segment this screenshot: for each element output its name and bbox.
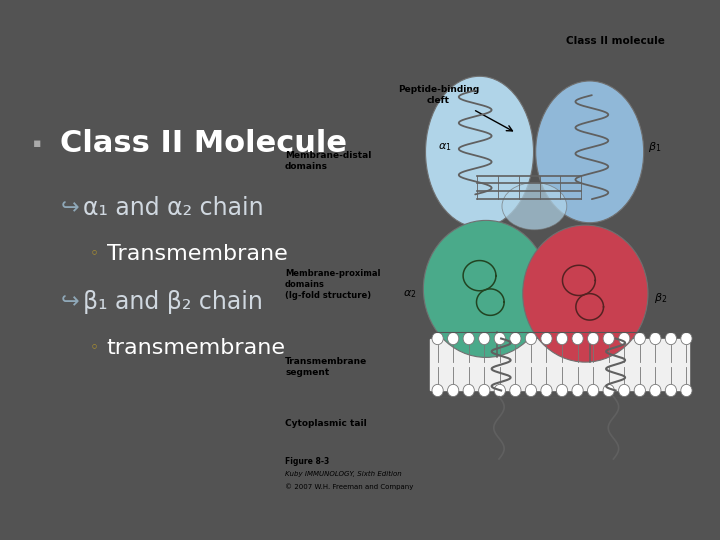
Ellipse shape bbox=[536, 81, 644, 222]
Circle shape bbox=[423, 220, 549, 357]
Circle shape bbox=[510, 384, 521, 396]
Circle shape bbox=[572, 332, 583, 345]
Text: β₁ and β₂ chain: β₁ and β₂ chain bbox=[83, 291, 263, 314]
Text: Transmembrane: Transmembrane bbox=[107, 244, 287, 264]
Circle shape bbox=[432, 384, 444, 396]
Text: α₁ and α₂ chain: α₁ and α₂ chain bbox=[83, 196, 264, 220]
Text: $\beta_1$: $\beta_1$ bbox=[648, 140, 662, 154]
Circle shape bbox=[603, 332, 614, 345]
Text: Peptide-binding
cleft: Peptide-binding cleft bbox=[398, 85, 479, 105]
Circle shape bbox=[448, 332, 459, 345]
Circle shape bbox=[479, 384, 490, 396]
Text: Class II Molecule: Class II Molecule bbox=[60, 129, 347, 158]
Circle shape bbox=[634, 384, 645, 396]
Text: $\alpha_2$: $\alpha_2$ bbox=[403, 288, 417, 300]
Bar bbox=[430, 339, 689, 390]
Text: transmembrane: transmembrane bbox=[107, 338, 286, 359]
Circle shape bbox=[618, 332, 630, 345]
Circle shape bbox=[665, 332, 677, 345]
Circle shape bbox=[557, 332, 567, 345]
Circle shape bbox=[541, 384, 552, 396]
Text: ↪: ↪ bbox=[61, 292, 80, 313]
Text: $\alpha_1$: $\alpha_1$ bbox=[438, 141, 451, 153]
Circle shape bbox=[526, 332, 536, 345]
Ellipse shape bbox=[426, 76, 534, 227]
Ellipse shape bbox=[502, 183, 567, 230]
Circle shape bbox=[432, 332, 444, 345]
Circle shape bbox=[588, 384, 599, 396]
Circle shape bbox=[681, 384, 692, 396]
Circle shape bbox=[665, 384, 677, 396]
Circle shape bbox=[618, 384, 630, 396]
Text: Figure 8-3: Figure 8-3 bbox=[285, 457, 329, 466]
Circle shape bbox=[681, 332, 692, 345]
Text: Membrane-proximal
domains
(Ig-fold structure): Membrane-proximal domains (Ig-fold struc… bbox=[285, 268, 381, 300]
Circle shape bbox=[572, 384, 583, 396]
Text: Kuby IMMUNOLOGY, Sixth Edition: Kuby IMMUNOLOGY, Sixth Edition bbox=[285, 471, 402, 477]
Circle shape bbox=[494, 332, 505, 345]
Text: © 2007 W.H. Freeman and Company: © 2007 W.H. Freeman and Company bbox=[285, 483, 413, 490]
Circle shape bbox=[588, 332, 599, 345]
Circle shape bbox=[634, 332, 645, 345]
Text: $\beta_2$: $\beta_2$ bbox=[654, 292, 667, 305]
Text: Membrane-distal
domains: Membrane-distal domains bbox=[285, 151, 372, 171]
Circle shape bbox=[649, 332, 661, 345]
Circle shape bbox=[510, 332, 521, 345]
Circle shape bbox=[463, 332, 474, 345]
Text: ▪: ▪ bbox=[32, 137, 41, 150]
Circle shape bbox=[649, 384, 661, 396]
Circle shape bbox=[463, 384, 474, 396]
Text: ◦: ◦ bbox=[90, 341, 99, 356]
Text: Cytoplasmic tail: Cytoplasmic tail bbox=[285, 419, 367, 428]
Circle shape bbox=[479, 332, 490, 345]
Text: ◦: ◦ bbox=[90, 246, 99, 261]
Circle shape bbox=[494, 384, 505, 396]
Circle shape bbox=[557, 384, 567, 396]
Text: ↪: ↪ bbox=[61, 198, 80, 218]
Text: Class II molecule: Class II molecule bbox=[566, 36, 665, 46]
Circle shape bbox=[603, 384, 614, 396]
Circle shape bbox=[523, 225, 648, 362]
Circle shape bbox=[541, 332, 552, 345]
Circle shape bbox=[526, 384, 536, 396]
Text: Transmembrane
segment: Transmembrane segment bbox=[285, 357, 367, 377]
Circle shape bbox=[448, 384, 459, 396]
